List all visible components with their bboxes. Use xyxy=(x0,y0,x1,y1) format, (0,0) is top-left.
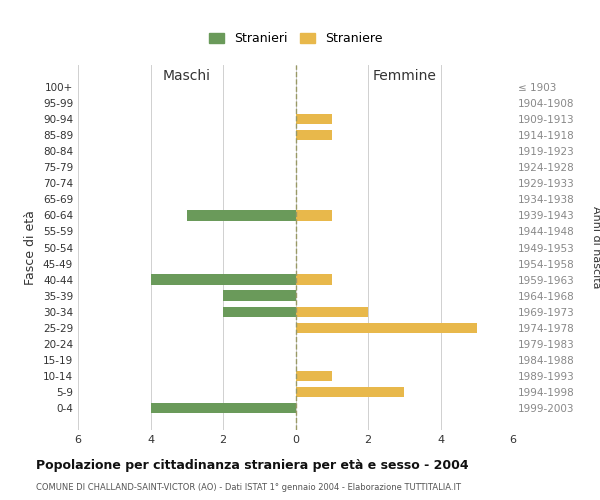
Bar xyxy=(296,306,368,317)
Bar xyxy=(151,274,296,285)
Y-axis label: Fasce di età: Fasce di età xyxy=(25,210,37,285)
Bar xyxy=(296,322,477,333)
Text: COMUNE DI CHALLAND-SAINT-VICTOR (AO) - Dati ISTAT 1° gennaio 2004 - Elaborazione: COMUNE DI CHALLAND-SAINT-VICTOR (AO) - D… xyxy=(36,484,461,492)
Bar xyxy=(223,290,296,301)
Legend: Stranieri, Straniere: Stranieri, Straniere xyxy=(204,28,387,50)
Bar xyxy=(296,371,332,382)
Bar xyxy=(296,210,332,220)
Y-axis label: Anni di nascita: Anni di nascita xyxy=(591,206,600,289)
Bar xyxy=(296,387,404,398)
Text: Femmine: Femmine xyxy=(373,68,436,82)
Bar xyxy=(187,210,296,220)
Text: Maschi: Maschi xyxy=(163,68,211,82)
Bar xyxy=(296,274,332,285)
Bar xyxy=(296,130,332,140)
Bar xyxy=(151,403,296,413)
Bar xyxy=(223,306,296,317)
Text: Popolazione per cittadinanza straniera per età e sesso - 2004: Popolazione per cittadinanza straniera p… xyxy=(36,460,469,472)
Bar xyxy=(296,114,332,124)
